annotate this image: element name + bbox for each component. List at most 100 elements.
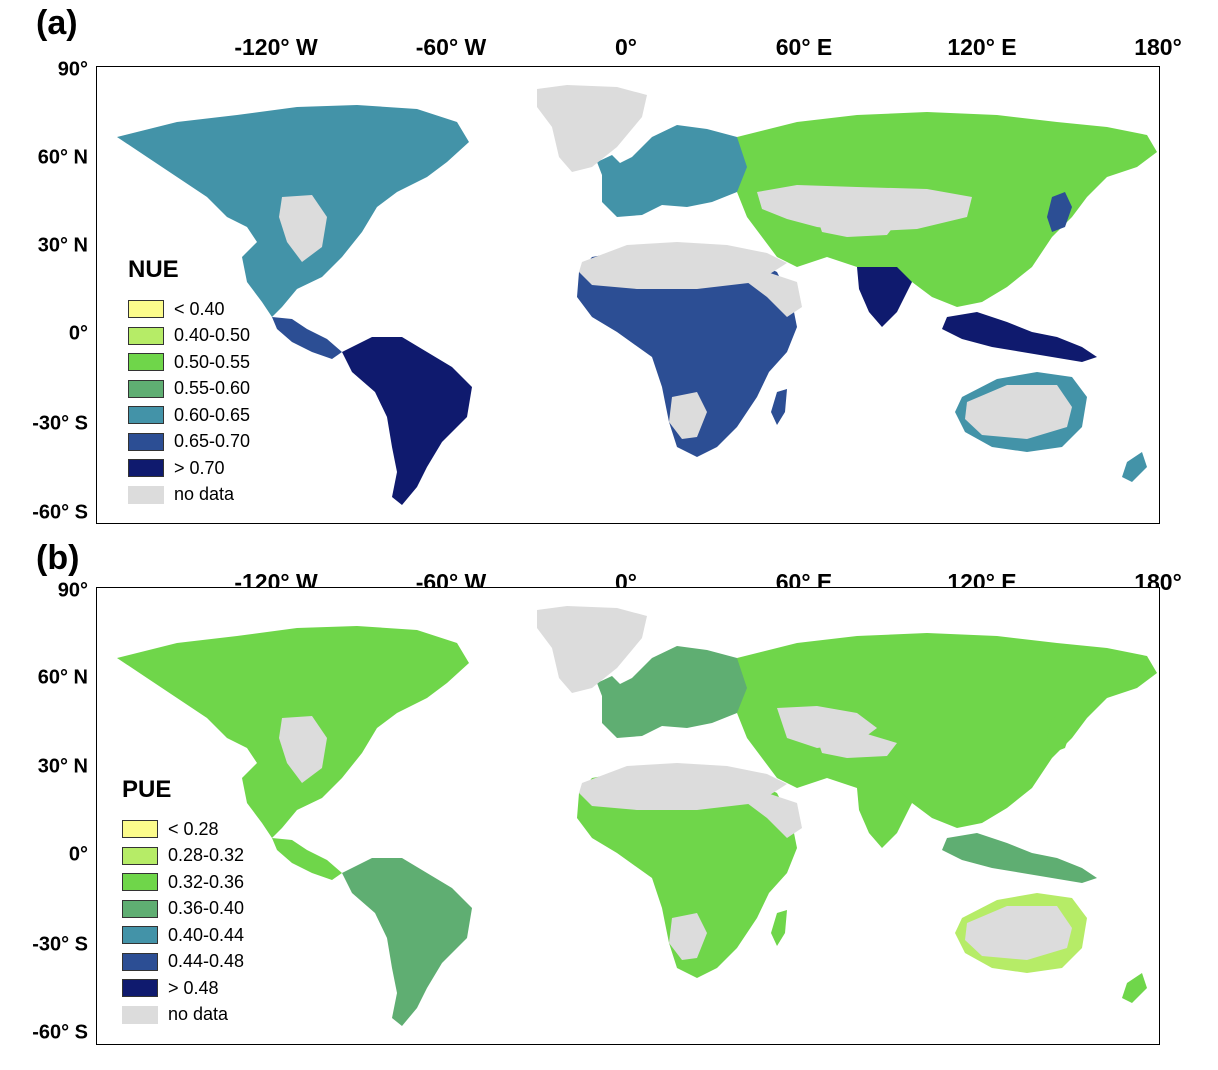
legend-label: < 0.28 xyxy=(168,818,219,839)
legend-label: 0.44-0.48 xyxy=(168,951,245,972)
legend-nue: NUE < 0.40 0.40-0.50 0.50-0.55 0.55-0.60… xyxy=(128,256,250,508)
lat-tick: -60° S xyxy=(32,501,88,524)
india xyxy=(857,788,912,848)
legend-label: 0.36-0.40 xyxy=(168,898,245,919)
lat-tick: 30° N xyxy=(37,755,88,778)
legend-swatch xyxy=(128,459,164,478)
greenland xyxy=(537,85,647,172)
legend-swatch xyxy=(122,846,158,865)
japan xyxy=(1047,192,1072,232)
legend-swatch xyxy=(128,432,164,451)
legend-item: 0.50-0.55 xyxy=(128,349,250,376)
legend-swatch xyxy=(122,899,158,918)
legend-item: 0.55-0.60 xyxy=(128,376,250,403)
legend-item: 0.32-0.36 xyxy=(122,869,244,896)
legend-item: 0.36-0.40 xyxy=(122,896,244,923)
lat-tick: 0° xyxy=(68,322,88,345)
lon-tick: 180° xyxy=(1134,34,1182,60)
lat-tick: -30° S xyxy=(32,933,88,956)
legend-item: < 0.28 xyxy=(122,816,244,843)
legend-swatch xyxy=(128,379,164,398)
southeast-asia-islands xyxy=(942,833,1097,883)
legend-swatch xyxy=(122,820,158,839)
legend-swatch xyxy=(122,1005,158,1024)
southeast-asia-islands xyxy=(942,312,1097,362)
south-america xyxy=(342,337,472,505)
greenland xyxy=(537,606,647,693)
sahara xyxy=(579,763,787,810)
australia-interior xyxy=(965,385,1072,439)
legend-swatch xyxy=(122,952,158,971)
panel-label: (b) xyxy=(36,539,80,577)
legend-item: 0.60-0.65 xyxy=(128,402,250,429)
legend-swatch xyxy=(128,326,164,345)
legend-item: no data xyxy=(122,1002,244,1029)
land-layer xyxy=(117,626,1157,1026)
legend-item: > 0.48 xyxy=(122,975,244,1002)
legend-label: no data xyxy=(168,1004,229,1025)
legend-item: 0.28-0.32 xyxy=(122,843,244,870)
lon-tick: 0° xyxy=(615,34,637,60)
map-frame xyxy=(96,587,1160,1045)
sahara xyxy=(579,242,787,289)
arabia xyxy=(737,788,802,838)
legend-title: PUE xyxy=(122,776,172,803)
legend-label: > 0.70 xyxy=(174,457,225,478)
land-layer xyxy=(117,105,1157,505)
legend-swatch xyxy=(122,873,158,892)
madagascar xyxy=(771,910,787,946)
nodata-layer xyxy=(279,85,1072,439)
asia xyxy=(737,633,1157,828)
legend-swatch xyxy=(128,406,164,425)
legend-label: 0.40-0.50 xyxy=(174,325,251,346)
arabia xyxy=(737,267,802,317)
central-america xyxy=(272,838,342,880)
india xyxy=(857,267,912,327)
legend-label: < 0.40 xyxy=(174,298,225,319)
kalahari xyxy=(669,392,707,439)
australia-interior xyxy=(965,906,1072,960)
africa xyxy=(577,249,797,457)
legend-swatch xyxy=(128,485,164,504)
central-america xyxy=(272,317,342,359)
legend-title: NUE xyxy=(128,256,179,283)
world-map xyxy=(117,85,1157,505)
lat-tick: 60° N xyxy=(37,146,88,169)
lat-tick: 0° xyxy=(68,843,88,866)
legend-label: > 0.48 xyxy=(168,977,219,998)
legend-item: 0.40-0.44 xyxy=(122,922,244,949)
legend-item: 0.40-0.50 xyxy=(128,323,250,350)
legend-item: > 0.70 xyxy=(128,455,250,482)
nodata-layer xyxy=(279,606,1072,960)
legend-swatch xyxy=(128,353,164,372)
kalahari xyxy=(669,913,707,960)
new-zealand xyxy=(1122,452,1147,482)
legend-label: 0.60-0.65 xyxy=(174,404,251,425)
panel-label: (a) xyxy=(36,4,78,42)
world-map xyxy=(117,606,1157,1026)
legend-pue: PUE < 0.28 0.28-0.32 0.32-0.36 0.36-0.40… xyxy=(122,776,244,1028)
legend-label: 0.55-0.60 xyxy=(174,378,251,399)
legend-item: 0.65-0.70 xyxy=(128,429,250,456)
legend-swatch xyxy=(122,926,158,945)
legend-label: 0.65-0.70 xyxy=(174,431,251,452)
map-frame xyxy=(96,66,1160,524)
legend-label: 0.28-0.32 xyxy=(168,845,245,866)
europe xyxy=(602,646,757,738)
tibet xyxy=(817,213,897,237)
lat-tick: 30° N xyxy=(37,234,88,257)
lon-tick: 60° E xyxy=(775,34,833,60)
legend-item: no data xyxy=(128,482,250,509)
legend-item: < 0.40 xyxy=(128,296,250,323)
lat-tick: -30° S xyxy=(32,412,88,435)
panel-pue: (b) -120° W -60° W 0° 60° E 120° E 180° … xyxy=(0,535,1218,1065)
legend-swatch xyxy=(122,979,158,998)
legend-item: 0.44-0.48 xyxy=(122,949,244,976)
legend-label: no data xyxy=(174,484,235,505)
lat-tick: 60° N xyxy=(37,666,88,689)
uk-scandinavia xyxy=(597,155,622,177)
new-zealand xyxy=(1122,973,1147,1003)
legend-swatch xyxy=(128,300,164,319)
uk-scandinavia xyxy=(597,676,622,698)
lon-tick: -60° W xyxy=(415,34,487,60)
